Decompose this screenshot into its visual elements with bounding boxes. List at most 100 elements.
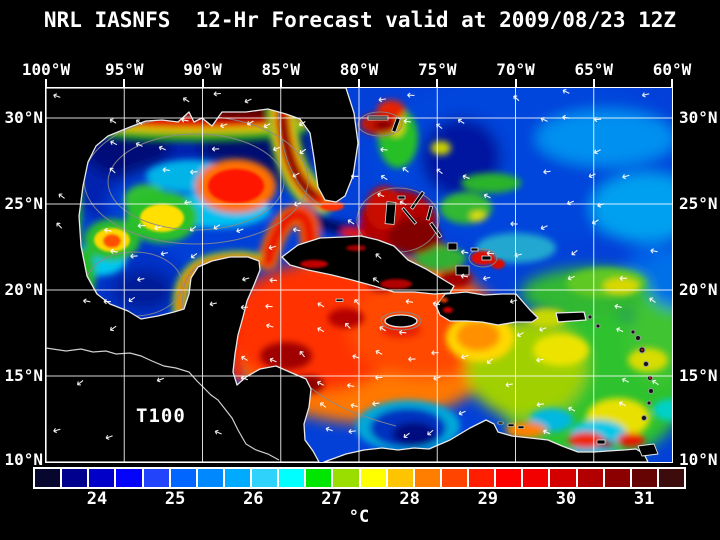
wind-arrow-icon (403, 432, 410, 439)
colorbar-cell (469, 469, 495, 487)
wind-arrow-icon (597, 202, 605, 208)
wind-arrow-icon (380, 174, 388, 181)
wind-arrow-icon (236, 228, 244, 234)
colorbar-cell (631, 469, 657, 487)
lat-tick-label-left: 15°N (4, 366, 43, 385)
wind-arrow-icon (320, 402, 327, 408)
wind-arrow-icon (56, 222, 63, 229)
wind-arrow-icon (269, 357, 277, 363)
wind-arrow-icon (246, 120, 254, 126)
colorbar-cell (252, 469, 278, 487)
wind-arrow-icon (539, 327, 547, 332)
wind-arrow-icon (184, 199, 192, 206)
wind-arrow-icon (372, 401, 380, 407)
colorbar-cell (279, 469, 305, 487)
wind-arrow-icon (505, 382, 513, 388)
wind-arrow-icon (292, 227, 301, 233)
wind-arrow-icon (482, 275, 491, 281)
wind-arrow-icon (182, 97, 190, 103)
wind-arrow-icon (378, 97, 386, 103)
wind-arrow-icon (650, 248, 658, 254)
lon-tick-label: 95°W (104, 60, 144, 79)
wind-arrow-icon (461, 354, 469, 360)
lon-tick-mark (358, 79, 360, 87)
lon-tick-mark (45, 79, 47, 87)
wind-arrow-icon (408, 356, 416, 362)
wind-arrow-icon (317, 302, 325, 308)
cayman (335, 298, 344, 302)
wind-arrow-icon (244, 98, 252, 104)
wind-arrow-icon (135, 119, 143, 125)
wind-arrow-icon (103, 298, 111, 305)
wind-arrow-icon (298, 121, 306, 127)
wind-arrow-icon (344, 322, 351, 329)
colorbar-tick: 24 (86, 489, 108, 509)
wind-arrow-icon (403, 118, 412, 124)
colorbar-cell (197, 469, 223, 487)
wind-arrow-icon (510, 221, 518, 227)
colorbar-cell (360, 469, 386, 487)
wind-arrow-icon (516, 332, 524, 338)
wind-arrow-icon (241, 355, 248, 361)
wind-arrow-icon (109, 118, 117, 124)
wind-arrow-icon (616, 327, 624, 333)
wind-arrow-icon (622, 174, 630, 180)
lat-tick-label-right: 30°N (679, 108, 718, 127)
lon-tick-mark (592, 79, 595, 87)
lesser-antilles (587, 314, 654, 421)
wind-arrow-icon (593, 116, 602, 123)
wind-arrow-icon (460, 273, 469, 279)
wind-arrow-icon (213, 91, 221, 97)
wind-arrow-icon (568, 406, 576, 412)
wind-arrow-icon (436, 168, 443, 175)
wind-arrow-icon (158, 145, 166, 151)
wind-arrow-icon (240, 375, 248, 381)
wind-arrow-icon (181, 117, 189, 123)
wind-arrow-icon (348, 428, 356, 435)
colorbar-tick: 31 (633, 489, 655, 509)
cuba (281, 235, 455, 295)
wind-arrow-icon (543, 429, 551, 435)
colorbar-cell (224, 469, 250, 487)
wind-arrow-icon (509, 298, 518, 304)
lat-tick-label-left: 20°N (4, 280, 43, 299)
wind-arrow-icon (593, 149, 601, 155)
wind-arrow-icon (431, 350, 439, 356)
wind-arrow-icon (566, 200, 575, 206)
wind-arrow-icon (641, 92, 650, 98)
colorbar-tick-labels: 24 25 26 27 28 29 30 31 (33, 489, 686, 509)
lon-tick-label: 65°W (574, 60, 614, 79)
colorbar-tick: 27 (321, 489, 342, 509)
wind-arrow-icon (486, 358, 494, 364)
colorbar-cell (333, 469, 359, 487)
colorbar-tick: 30 (555, 489, 577, 509)
wind-arrow-icon (83, 298, 91, 304)
wind-arrow-icon (109, 325, 117, 332)
wind-vector-arrows (53, 88, 659, 440)
wind-arrow-icon (402, 167, 409, 173)
wind-arrow-icon (398, 329, 407, 336)
wind-arrow-icon (130, 253, 138, 259)
lat-tick-label-left: 25°N (4, 194, 43, 213)
colorbar-unit: °C (348, 507, 370, 527)
wind-arrow-icon (135, 141, 143, 147)
colorbar-cell (35, 469, 61, 487)
wind-arrow-icon (156, 377, 164, 383)
colorbar-cell (143, 469, 169, 487)
wind-arrow-icon (128, 296, 136, 303)
wind-arrow-icon (110, 140, 118, 146)
wind-arrow-icon (543, 169, 551, 175)
wind-arrow-icon (460, 249, 469, 255)
wind-arrow-icon (588, 173, 596, 179)
lat-tick-label-right: 10°N (679, 450, 718, 469)
page-title: NRL IASNFS 12-Hr Forecast valid at 2009/… (43, 8, 677, 32)
jamaica (384, 314, 418, 328)
wind-arrow-icon (372, 277, 380, 283)
colorbar-cell (550, 469, 576, 487)
lon-tick-label: 75°W (417, 60, 457, 79)
wind-arrow-icon (433, 375, 441, 381)
wind-arrow-icon (562, 114, 570, 120)
wind-arrow-icon (211, 146, 220, 152)
lon-tick-label: 100°W (21, 60, 71, 79)
